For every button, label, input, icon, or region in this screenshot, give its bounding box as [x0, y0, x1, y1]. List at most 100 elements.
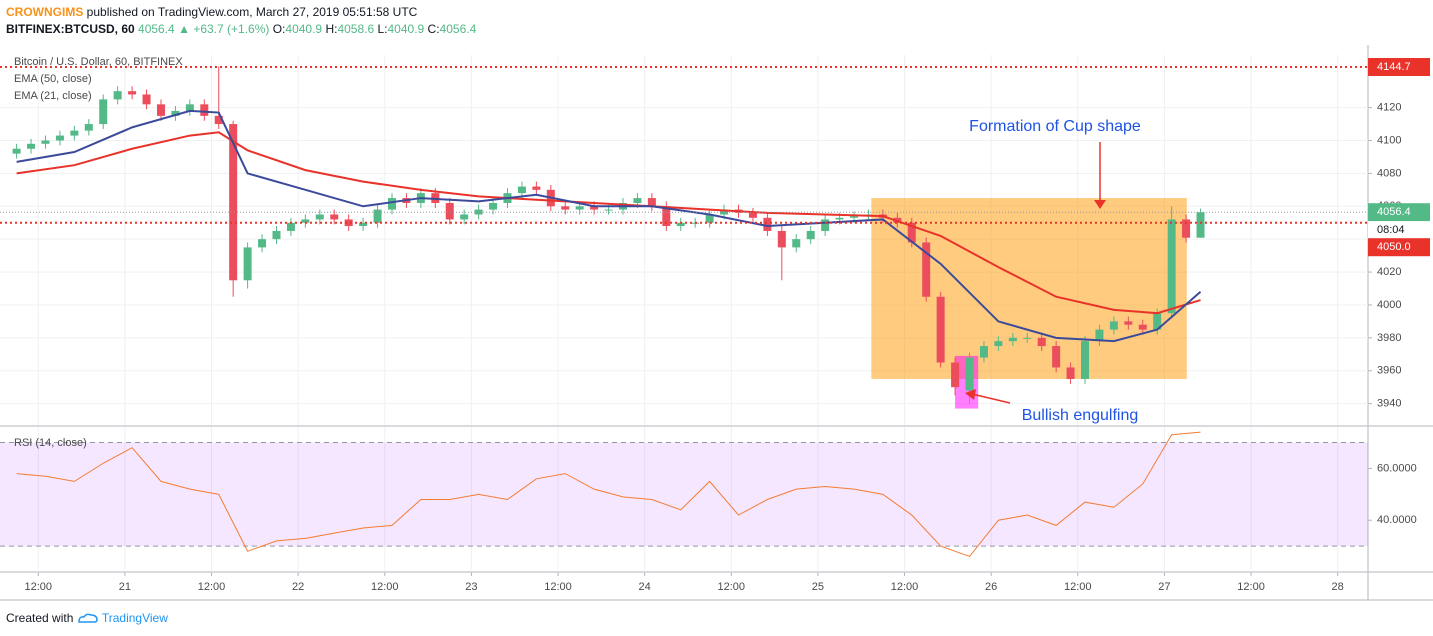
x-tick-label: 12:00 [544, 581, 572, 593]
x-tick-label: 24 [639, 581, 651, 593]
legend-entry: EMA (21, close) [14, 90, 92, 102]
brand[interactable]: TradingView [101, 611, 168, 625]
y-tick-label: 4000 [1377, 299, 1401, 311]
candle-body [922, 242, 931, 297]
candle-body [1052, 346, 1061, 368]
last-price-label: 4056.4 [1377, 206, 1411, 218]
candle-body [258, 239, 267, 248]
candle-body [1081, 341, 1090, 379]
candle-body [1138, 324, 1147, 330]
rsi-line [16, 431, 1201, 558]
candle-body [185, 104, 194, 111]
candle-body [12, 148, 21, 154]
candle-body [113, 91, 122, 100]
candle-body [243, 247, 252, 281]
candle-body [359, 222, 368, 227]
logo [77, 613, 98, 623]
candle-body [142, 94, 151, 105]
candle-body [994, 341, 1003, 347]
candle-body [575, 206, 584, 210]
candle-body [41, 140, 50, 144]
x-tick-label: 12:00 [24, 581, 52, 593]
candle-body [647, 198, 656, 207]
candle-body [128, 91, 137, 95]
ohlc-value: 4058.6 [337, 22, 375, 36]
arrow-head [1094, 200, 1106, 209]
countdown-box [1368, 221, 1430, 240]
ohlc-label: L: [377, 22, 388, 36]
candle-body [474, 209, 483, 215]
candle-body [70, 130, 79, 136]
candle-body [748, 212, 757, 218]
x-tick-label: 22 [292, 581, 304, 593]
candle-body [777, 230, 786, 248]
candle-body [489, 203, 498, 210]
candle-body [792, 239, 801, 248]
ohlc-label: O: [272, 22, 286, 36]
y-tick-label: 4120 [1377, 102, 1401, 114]
candle-body [633, 198, 642, 203]
annotation-arrow [971, 393, 1011, 404]
highlight-box [871, 198, 1187, 379]
author[interactable]: CROWNGIMS [6, 5, 84, 19]
change: +63.7 (+1.6%) [193, 22, 270, 36]
candle-body [907, 222, 916, 243]
candle-body [171, 110, 180, 116]
published: published on TradingView.com, March 27, … [86, 5, 418, 19]
candle-body [662, 206, 671, 227]
arrow-head [965, 389, 976, 400]
x-tick-label: 12:00 [891, 581, 919, 593]
candle-body [84, 124, 93, 131]
candle-body [1037, 337, 1046, 347]
annotation: Bullish engulfing [1022, 407, 1139, 424]
candle-body [272, 230, 281, 240]
ohlc-label: H: [325, 22, 338, 36]
candle-body [1182, 219, 1191, 238]
ema-line [16, 131, 1201, 315]
x-tick-label: 12:00 [1064, 581, 1092, 593]
candle-body [460, 214, 469, 220]
footer: Created with TradingView [6, 610, 168, 625]
candle-body [315, 214, 324, 220]
ema-line [16, 109, 1202, 343]
x-tick-label: 21 [119, 581, 131, 593]
hline-label-box [1368, 58, 1430, 77]
candle-body [156, 104, 165, 116]
candle-body [1124, 321, 1133, 325]
candle-body [561, 206, 570, 210]
candle-body [200, 104, 209, 116]
last-price-box [1368, 203, 1430, 222]
candle-body [445, 203, 454, 220]
candle-body [1023, 337, 1032, 339]
annotation: Formation of Cup shape [969, 118, 1141, 135]
symbol: BITFINEX:BTCUSD, 60 [6, 22, 135, 36]
candle-body [286, 222, 295, 231]
rsi-band [0, 442, 1368, 547]
created-with: Created with [6, 611, 74, 625]
candle-body [965, 357, 974, 391]
candle-body [214, 115, 223, 125]
candle-body [1196, 212, 1205, 238]
ohlc-value: 4056.4 [439, 22, 477, 36]
candle-body [720, 209, 729, 215]
candle-body [590, 206, 599, 210]
candle-body [373, 209, 382, 223]
candle-body [387, 198, 396, 210]
candle-body [532, 186, 541, 190]
x-tick-label: 12:00 [198, 581, 226, 593]
up-arrow: ▲ [178, 22, 190, 36]
pane-title: RSI (14, close) [14, 437, 87, 449]
candle-body [1095, 329, 1104, 342]
candle-body [27, 143, 36, 149]
x-tick-label: 26 [985, 581, 997, 593]
candle-body [330, 214, 339, 220]
candle-body [99, 99, 108, 125]
x-tick-label: 23 [465, 581, 477, 593]
candle-body [936, 296, 945, 363]
candle-body [1008, 337, 1017, 342]
candle-body [1109, 321, 1118, 330]
y-tick-label: 4080 [1377, 167, 1401, 179]
candle-body [1066, 367, 1075, 379]
candle-body [806, 230, 815, 240]
